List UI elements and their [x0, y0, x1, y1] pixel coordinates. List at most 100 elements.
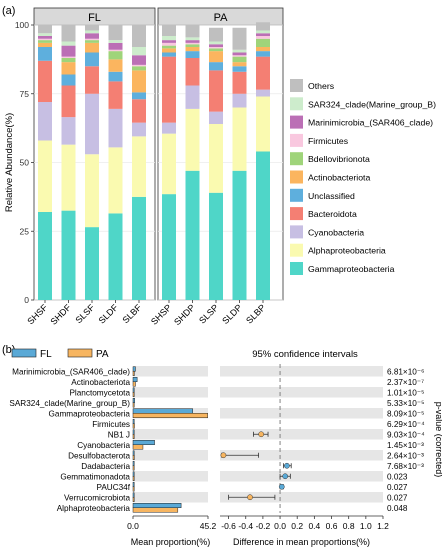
row-band — [133, 429, 208, 440]
x-tick-label: 0.0 — [127, 521, 139, 531]
bar-segment-gammaproteobacteria-slsp — [209, 192, 223, 300]
bar-segment-bacteroidota-slsp — [209, 70, 223, 112]
bar-segment-sar324-clade-marine-group-b-sldp — [232, 49, 247, 53]
row-band — [133, 450, 208, 461]
category-label-dadabacteria: Dadabacteria — [81, 462, 130, 471]
bar-segment-bdellovibrionota-slsp — [209, 48, 223, 52]
bar-segment-others-shdp — [185, 25, 200, 38]
row-band — [133, 387, 208, 398]
bar-segment-unclassified-shsp — [162, 52, 176, 57]
bar-pa-verrucomicrobiota — [132, 497, 135, 502]
bar-segment-others-slbp — [256, 22, 270, 31]
bar-pa-marinimicrobia-sar406-clade — [132, 371, 135, 376]
bar-segment-alphaproteobacteria-slsf — [85, 154, 99, 228]
bar-segment-alphaproteobacteria-sldf — [108, 147, 123, 214]
x-tick-label: 0.4 — [308, 521, 320, 531]
bar-pa-sar324-clade-marine-group-b — [132, 402, 135, 408]
legend-swatch-marinimicrobia-sar406-clade — [290, 115, 303, 129]
bar-segment-marinimicrobia-sar406-clade-slsf — [85, 33, 99, 39]
bar-segment-cyanobacteria-slbp — [256, 89, 270, 97]
legend-label-firmicutes: Firmicutes — [308, 136, 349, 146]
row-band — [220, 492, 383, 503]
bar-segment-gammaproteobacteria-sldf — [108, 213, 123, 300]
bar-segment-actinobacteriota-slbf — [132, 70, 146, 93]
legend-label-bacteroidota: Bacteroidota — [308, 209, 357, 219]
bar-segment-sar324-clade-marine-group-b-slsf — [85, 30, 99, 34]
row-band — [220, 450, 383, 461]
bar-segment-bdellovibrionota-slbp — [256, 38, 270, 47]
bar-segment-alphaproteobacteria-shdp — [185, 108, 200, 171]
p-value-label: 8.09×10⁻⁵ — [387, 409, 425, 418]
y-axis-label: Relative Abundance(%) — [4, 113, 15, 212]
category-label-alphaproteobacteria: Alphaproteobacteria — [57, 504, 131, 513]
legend-label-fl: FL — [40, 349, 52, 360]
legend-label-bdellovibrionota: Bdellovibrionota — [308, 154, 370, 164]
bar-segment-unclassified-sldf — [108, 71, 123, 82]
p-value-label: 6.81×10⁻⁶ — [387, 367, 425, 376]
row-band — [220, 366, 383, 377]
bar-pa-planctomycetota — [132, 392, 135, 397]
legend-swatch-cyanobacteria — [290, 225, 303, 239]
bar-segment-alphaproteobacteria-slbp — [256, 96, 270, 152]
x-tick-label: SHSF — [25, 302, 49, 326]
bar-segment-marinimicrobia-sar406-clade-slbp — [256, 33, 270, 36]
bar-segment-bdellovibrionota-shdp — [185, 44, 200, 47]
bar-segment-cyanobacteria-shsp — [162, 122, 176, 134]
bar-segment-gammaproteobacteria-shdp — [185, 170, 200, 300]
bar-pa-firmicutes — [132, 423, 135, 429]
bar-segment-marinimicrobia-sar406-clade-sldp — [232, 52, 247, 56]
p-value-label: 0.048 — [387, 504, 408, 513]
p-value-label: 5.33×10⁻⁵ — [387, 399, 425, 408]
legend-swatch-pa — [67, 348, 93, 358]
bar-segment-unclassified-slbf — [132, 92, 146, 100]
bar-segment-gammaproteobacteria-slbp — [256, 151, 270, 300]
legend-swatch-actinobacteriota — [290, 170, 303, 184]
x-tick-label: -0.6 — [221, 521, 236, 531]
bar-segment-firmicutes-slsp — [209, 47, 223, 49]
bar-segment-marinimicrobia-sar406-clade-shdp — [185, 40, 200, 43]
p-value-label: 0.027 — [387, 493, 408, 502]
bar-segment-cyanobacteria-slsp — [209, 111, 223, 124]
bar-fl-pauc34f — [132, 482, 135, 487]
bar-segment-bacteroidota-slbp — [256, 56, 270, 90]
category-label-gammaproteobacteria: Gammaproteobacteria — [49, 409, 131, 418]
bar-segment-unclassified-shdf — [61, 74, 76, 86]
bar-segment-actinobacteriota-shdf — [61, 62, 76, 75]
bar-segment-unclassified-shsf — [38, 47, 52, 61]
category-label-sar324-clade-marine-group-b: SAR324_clade(Marine_group_B) — [9, 399, 130, 408]
bar-segment-marinimicrobia-sar406-clade-sldf — [108, 42, 123, 50]
confidence-interval-panel: 95% confidence intervals 6.81×10⁻⁶ 2.37×10… — [220, 349, 442, 547]
x-tick-label: SLDP — [220, 302, 244, 326]
legend-label-others: Others — [308, 81, 335, 91]
x-tick-label: SLBF — [120, 302, 143, 325]
bar-segment-firmicutes-slsf — [85, 38, 99, 41]
legend-swatch-firmicutes — [290, 133, 303, 147]
bar-segment-firmicutes-shsp — [162, 42, 176, 46]
bar-segment-alphaproteobacteria-sldp — [232, 107, 247, 171]
panel-a-label: (a) — [2, 5, 15, 17]
category-label-planctomycetota: Planctomycetota — [69, 388, 130, 397]
bar-segment-bacteroidota-sldf — [108, 81, 123, 109]
p-value-label: 0.027 — [387, 483, 408, 492]
row-band — [220, 471, 383, 482]
bar-segment-gammaproteobacteria-shsf — [38, 212, 52, 300]
p-value-label: 6.29×10⁻⁴ — [387, 420, 425, 429]
bar-segment-bacteroidota-slsf — [85, 66, 99, 94]
bar-segment-sar324-clade-marine-group-b-slbf — [132, 47, 146, 56]
bar-segment-bdellovibrionota-sldf — [108, 51, 123, 60]
x-tick-label: SLSF — [73, 302, 96, 325]
bar-segment-others-shsf — [38, 25, 52, 34]
bar-segment-unclassified-slbp — [256, 51, 270, 57]
bar-segment-cyanobacteria-sldp — [232, 93, 247, 108]
x-tick-label: SLSP — [197, 302, 220, 325]
legend-label-marinimicrobia-sar406-clade: Marinimicrobia_(SAR406_clade) — [308, 118, 433, 128]
bar-segment-firmicutes-shsf — [38, 38, 52, 41]
bar-segment-others-sldp — [232, 27, 247, 50]
legend-swatch-unclassified — [290, 188, 303, 202]
bar-segment-actinobacteriota-slsp — [209, 51, 223, 63]
legend-swatch-bdellovibrionota — [290, 152, 303, 166]
bar-segment-cyanobacteria-shsf — [38, 102, 52, 141]
category-label-pauc34f: PAUC34f — [96, 483, 130, 492]
bar-segment-gammaproteobacteria-shdf — [61, 210, 76, 300]
legend-swatch-fl — [11, 348, 37, 358]
